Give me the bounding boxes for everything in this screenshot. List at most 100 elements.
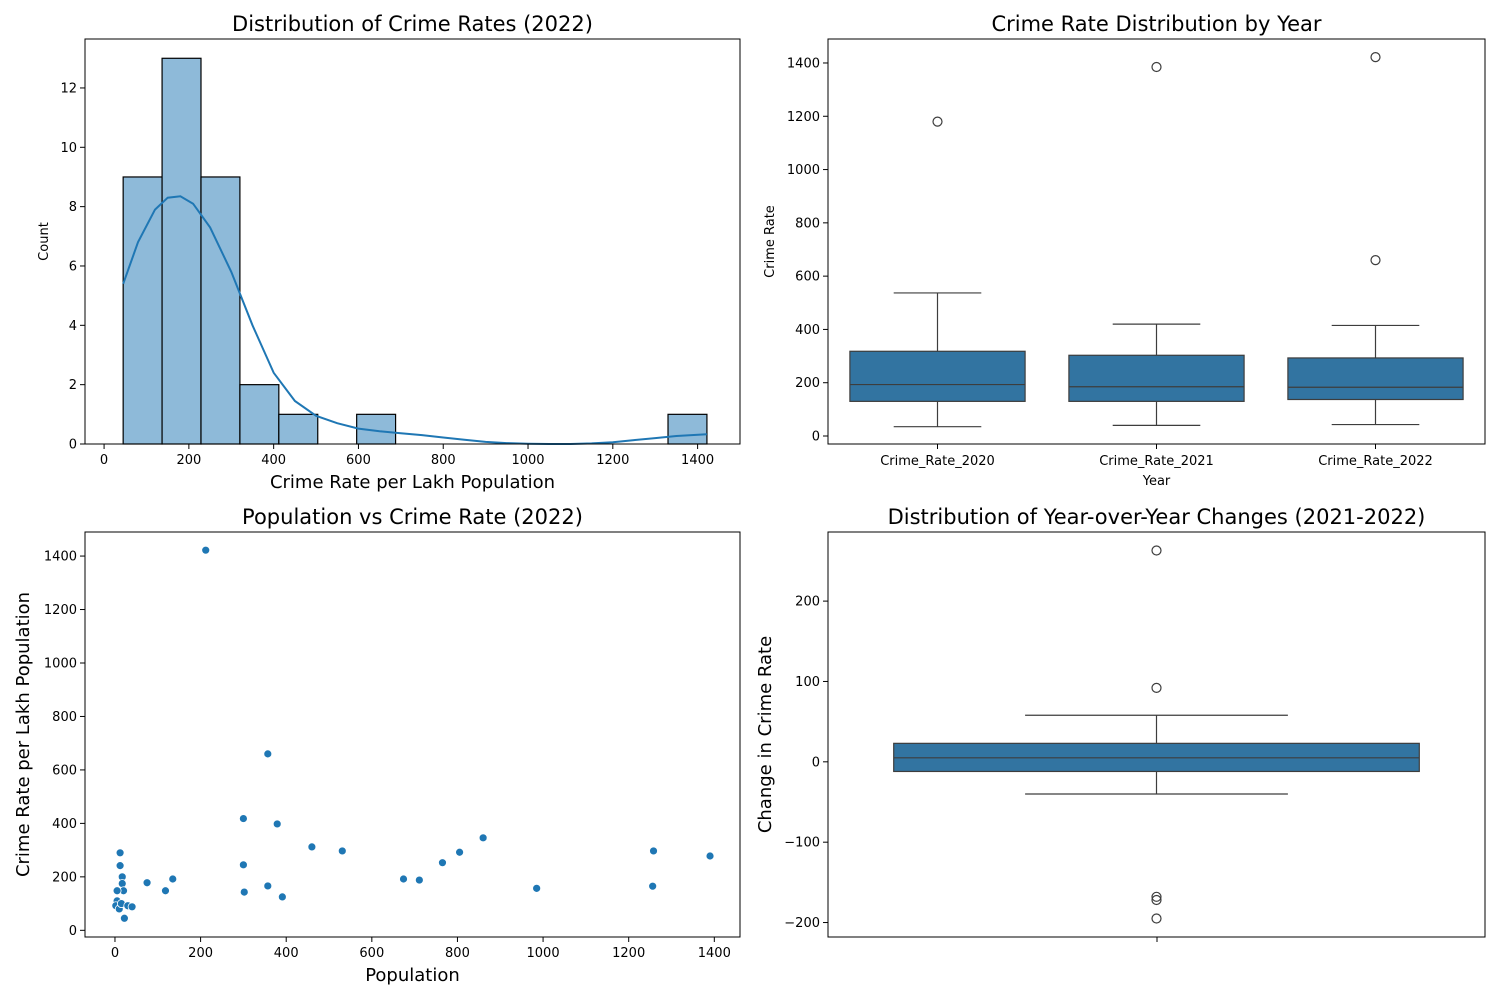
iqr-box [849,350,1026,402]
scatter-point [127,902,137,912]
y-tick-label: 400 [795,323,820,338]
histogram-bar [161,57,202,445]
iqr-box [1287,357,1464,401]
outlier-point [1151,894,1162,906]
outlier-point [1151,891,1162,902]
y-tick-label: −100 [784,836,820,851]
y-tick-label: 800 [795,216,820,231]
change-boxplot-panel: Distribution of Year-over-Year Changes (… [755,505,1486,942]
yearly-boxes [849,52,1464,428]
y-tick-label: 4 [69,319,77,334]
y-tick-label: 12 [60,81,77,96]
histogram-y-ticks: 0 2 4 6 8 10 12 [60,81,85,453]
scatter-point [455,847,464,857]
histogram-frame [84,38,741,445]
scatter-xlabel: Population [365,965,460,986]
yearly-boxplot-frame [827,38,1486,445]
x-tick-label: 1200 [596,453,629,468]
scatter-point [414,875,424,885]
yearly-boxplot-xlabel: Year [1142,474,1171,489]
scatter-point [705,851,715,861]
scatter-point [277,892,287,902]
scatter-points [111,545,715,923]
x-tick-label: 1200 [612,946,645,961]
kde-curve [122,195,707,445]
y-tick-label: 10 [60,141,77,156]
histogram-x-ticks: 0 200 400 600 800 1000 1200 1400 [100,444,714,468]
histogram-ylabel: Count [37,222,52,261]
scatter-point [263,881,273,891]
box-group [893,545,1420,924]
y-tick-label: 0 [812,755,820,770]
x-tick-label: 200 [188,946,213,961]
box-group [1287,52,1464,426]
y-tick-label: 8 [69,200,77,215]
outlier-point [1151,682,1162,693]
outlier-point [1370,255,1381,266]
yearly-boxplot-panel: Crime Rate Distribution by Year 0 200 400 6… [763,12,1486,489]
yearly-boxplot-title: Crime Rate Distribution by Year [991,12,1321,36]
y-tick-label: −200 [784,916,820,931]
box-group [849,116,1026,428]
y-tick-label: 1000 [44,656,77,671]
scatter-point [115,848,125,858]
scatter-point [142,878,152,888]
histogram-bars [122,57,708,445]
x-tick-label: 1400 [698,946,731,961]
scatter-point [648,881,658,891]
y-tick-label: 6 [69,259,77,274]
iqr-box [1068,354,1245,402]
yearly-boxplot-ylabel: Crime Rate [763,205,778,278]
scatter-point [239,887,249,897]
y-tick-label: 800 [52,710,77,725]
x-category-label: Crime_Rate_2022 [1318,454,1433,469]
y-tick-label: 1000 [787,163,820,178]
scatter-point [161,886,170,896]
histogram-bar [122,176,163,445]
y-tick-label: 200 [795,595,820,610]
scatter-y-ticks: 0 200 400 600 800 1000 1200 1400 [44,550,85,939]
scatter-point [112,886,122,896]
y-tick-label: 200 [795,376,820,391]
scatter-panel: Population vs Crime Rate (2022) 0 200 400 6… [13,505,741,986]
scatter-point [115,861,125,871]
change-boxplot-y-ticks: −200 −100 0 100 200 [784,595,828,931]
scatter-point [238,814,248,823]
y-tick-label: 0 [69,438,77,453]
change-boxplot-frame [827,531,1486,938]
y-tick-label: 0 [69,924,77,939]
y-tick-label: 0 [812,430,820,445]
x-tick-label: 1000 [511,453,544,468]
histogram-panel: Distribution of Crime Rates (2022) 0 200 4… [37,12,741,493]
y-tick-label: 2 [69,378,77,393]
histogram-bar [278,413,319,445]
x-tick-label: 0 [100,453,108,468]
scatter-point [272,819,282,829]
y-tick-label: 1200 [787,110,820,125]
x-tick-label: 400 [274,946,299,961]
histogram-xlabel: Crime Rate per Lakh Population [270,472,555,493]
y-tick-label: 600 [52,763,77,778]
scatter-point [438,858,447,868]
scatter-point [168,874,178,884]
change-boxplot-title: Distribution of Year-over-Year Changes (… [888,505,1426,529]
x-category-label: Crime_Rate_2020 [880,454,995,469]
scatter-point [307,842,317,852]
scatter-point [337,846,347,856]
scatter-point [119,913,129,923]
scatter-point [263,749,273,759]
scatter-ylabel: Crime Rate per Lakh Population [13,592,34,877]
outlier-point [1151,61,1162,73]
box-group [1068,61,1245,426]
y-tick-label: 600 [795,270,820,285]
scatter-point [478,833,488,843]
scatter-point [238,860,248,870]
y-tick-label: 100 [795,675,820,690]
change-boxplot-ylabel: Change in Crime Rate [755,636,776,833]
x-tick-label: 200 [176,453,201,468]
x-tick-label: 600 [359,946,384,961]
yearly-boxplot-x-ticks: Crime_Rate_2020 Crime_Rate_2021 Crime_Rate… [880,444,1433,469]
y-tick-label: 1400 [787,56,820,71]
x-tick-label: 1400 [681,453,714,468]
